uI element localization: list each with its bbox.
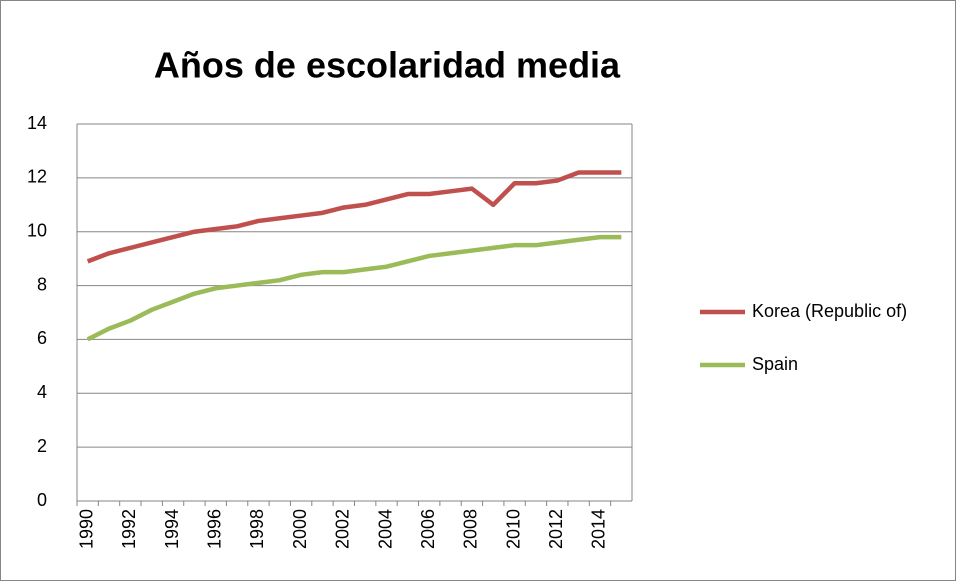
y-tick-label: 0 (37, 490, 47, 510)
x-tick-label: 1992 (119, 509, 139, 549)
x-tick-label: 1996 (205, 509, 225, 549)
y-tick-label: 12 (27, 167, 47, 187)
y-tick-label: 10 (27, 220, 47, 240)
y-tick-label: 2 (37, 436, 47, 456)
series-line (86, 170, 622, 264)
legend-label: Korea (Republic of) (752, 301, 907, 321)
series-line (86, 234, 622, 342)
x-tick-label: 2010 (503, 509, 523, 549)
x-tick-label: 1998 (247, 509, 267, 549)
x-tick-label: 2004 (375, 509, 395, 549)
y-tick-label: 8 (37, 274, 47, 294)
x-tick-label: 2006 (418, 509, 438, 549)
x-tick-label: 1990 (76, 509, 96, 549)
x-tick-label: 2008 (461, 509, 481, 549)
x-tick-label: 2000 (290, 509, 310, 549)
y-tick-label: 4 (37, 382, 47, 402)
legend-label: Spain (752, 354, 798, 374)
x-tick-label: 1994 (162, 509, 182, 549)
x-tick-label: 2002 (333, 509, 353, 549)
x-tick-label: 2012 (546, 509, 566, 549)
chart-title: Años de escolaridad media (154, 45, 621, 86)
x-tick-label: 2014 (589, 509, 609, 549)
y-tick-label: 6 (37, 328, 47, 348)
y-tick-label: 14 (27, 113, 47, 133)
